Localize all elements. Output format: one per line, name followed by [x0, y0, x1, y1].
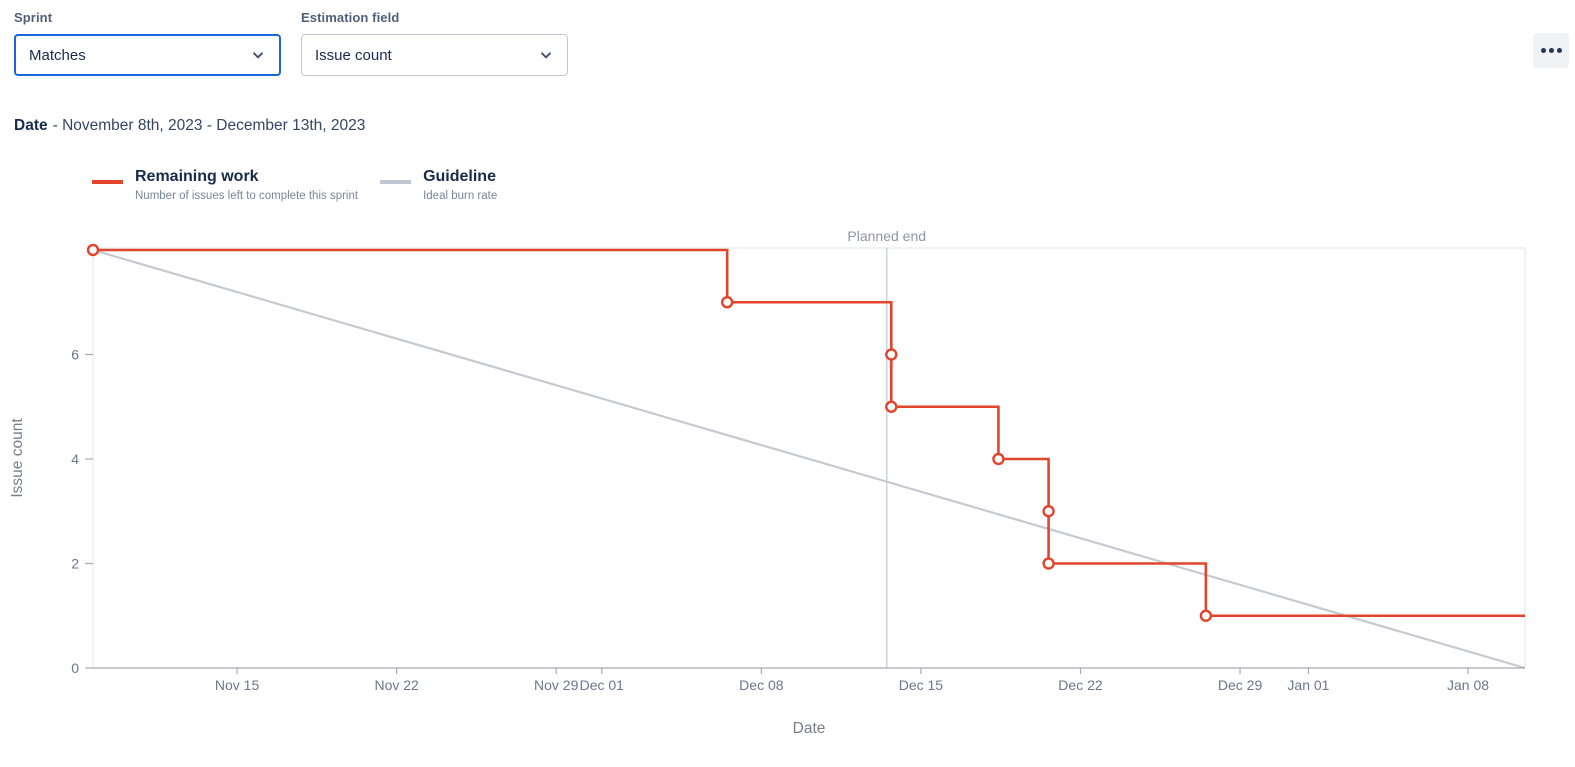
sprint-select[interactable]: Matches — [14, 34, 281, 76]
x-tick-label: Nov 15 — [215, 677, 260, 693]
x-tick-label: Dec 01 — [580, 677, 625, 693]
sprint-label: Sprint — [14, 10, 53, 25]
y-axis-title: Issue count — [9, 418, 26, 498]
plot-border — [92, 247, 1526, 668]
legend-item-guideline: Guideline Ideal burn rate — [380, 167, 497, 202]
sprint-control: Sprint Matches — [14, 10, 281, 76]
estimation-field-select[interactable]: Issue count — [301, 34, 568, 76]
remaining-work-line — [93, 248, 1525, 618]
remaining-work-swatch-icon — [92, 180, 123, 184]
ellipsis-icon — [1540, 48, 1562, 53]
estimation-field-select-value: Issue count — [315, 46, 392, 64]
legend-title: Guideline — [423, 168, 496, 185]
burndown-chart: Planned end Nov 15 Nov 22 Nov 29 Dec 01 Dec 0… — [9, 228, 1526, 737]
remaining-work-marker[interactable] — [992, 452, 1005, 466]
date-range-value: - November 8th, 2023 - December 13th, 20… — [52, 117, 366, 134]
x-tick-label: Dec 08 — [739, 677, 784, 693]
legend-subtitle: Ideal burn rate — [423, 190, 498, 202]
estimation-field-label: Estimation field — [301, 10, 400, 25]
x-tick-label: Jan 01 — [1287, 677, 1329, 693]
legend-title: Remaining work — [135, 168, 259, 185]
remaining-work-marker[interactable] — [720, 296, 734, 309]
date-range-label: Date — [14, 117, 48, 134]
y-tick-label: 0 — [71, 660, 79, 676]
guideline-swatch-icon — [380, 180, 412, 184]
remaining-work-marker[interactable] — [1199, 609, 1213, 622]
chart-legend: Remaining work Number of issues left to … — [92, 167, 497, 202]
remaining-work-marker[interactable] — [885, 400, 898, 413]
x-tick-label: Dec 29 — [1218, 677, 1263, 693]
remaining-work-marker[interactable] — [885, 348, 898, 361]
x-tick-label: Jan 08 — [1447, 677, 1489, 693]
guideline-line — [92, 248, 1526, 670]
sprint-select-value: Matches — [29, 46, 86, 64]
remaining-work-marker[interactable] — [1042, 557, 1055, 570]
chevron-down-icon — [253, 52, 263, 59]
x-tick-label: Nov 29 — [534, 677, 579, 693]
legend-subtitle: Number of issues left to complete this s… — [135, 190, 359, 202]
remaining-work-marker[interactable] — [1042, 505, 1055, 518]
estimation-field-control: Estimation field Issue count — [301, 10, 568, 76]
y-tick-label: 6 — [71, 347, 79, 363]
y-tick-label: 2 — [71, 556, 79, 572]
y-tick-label: 4 — [71, 451, 79, 467]
x-tick-label: Dec 22 — [1058, 677, 1103, 693]
planned-end-label: Planned end — [847, 228, 926, 244]
remaining-work-marker[interactable] — [86, 243, 100, 257]
legend-item-remaining-work: Remaining work Number of issues left to … — [92, 167, 358, 202]
more-options-button[interactable] — [1533, 33, 1569, 68]
x-tick-label: Nov 22 — [374, 677, 419, 693]
date-range-heading: Date - November 8th, 2023 - December 13th… — [14, 117, 365, 135]
chevron-down-icon — [541, 52, 551, 59]
x-axis-title: Date — [793, 720, 826, 737]
x-tick-label: Dec 15 — [899, 677, 944, 693]
